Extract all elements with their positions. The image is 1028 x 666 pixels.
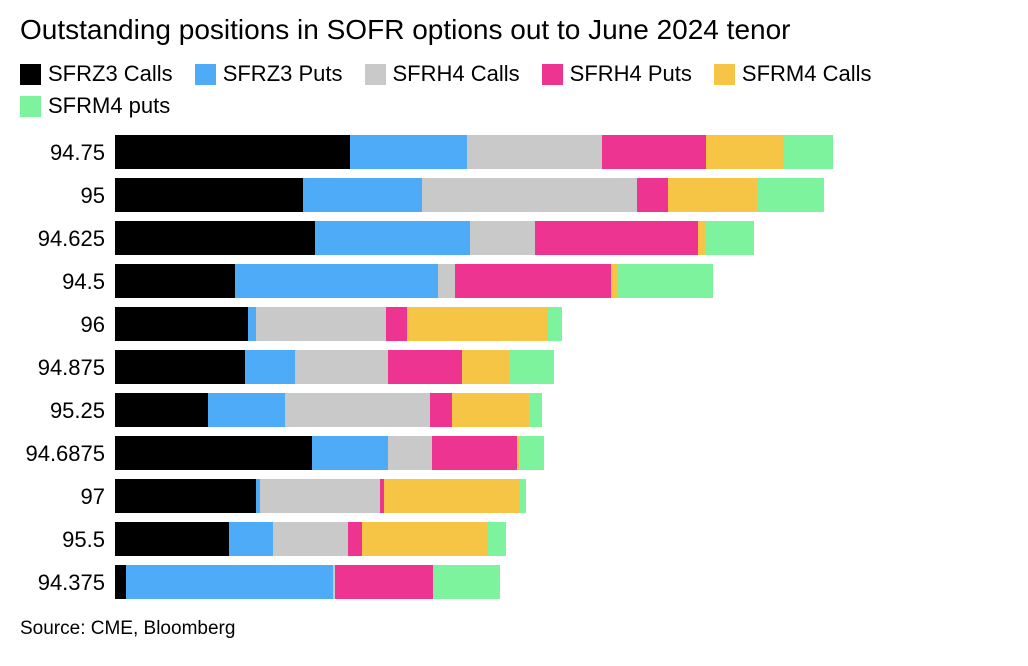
- bar-segment-94-75-sfrz3-puts: [350, 135, 467, 169]
- legend-swatch-sfrm4-calls: [713, 63, 735, 85]
- bar-segment-94-375-sfrz3-calls: [115, 565, 126, 599]
- bar-segment-94-75-sfrh4-calls: [467, 135, 602, 169]
- legend-item-sfrz3-calls: SFRZ3 Calls: [20, 58, 173, 90]
- bar-segment-95-5-sfrm4-calls: [362, 522, 487, 556]
- y-tick-label-94-5: 94.5: [62, 269, 105, 294]
- bar-segment-97-sfrh4-calls: [260, 479, 380, 513]
- bar-segment-95-5-sfrm4-puts: [487, 522, 506, 556]
- y-tick-label-94-6875: 94.6875: [25, 441, 105, 466]
- legend: SFRZ3 Calls SFRZ3 Puts SFRH4 Calls SFRH4…: [20, 58, 1010, 122]
- bar-segment-94-875-sfrm4-calls: [462, 350, 509, 384]
- bar-segment-94-75-sfrz3-calls: [115, 135, 350, 169]
- bar-segment-94-75-sfrm4-calls: [706, 135, 783, 169]
- bar-segment-94-6875-sfrz3-puts: [312, 436, 388, 470]
- bar-segment-94-875-sfrz3-puts: [245, 350, 295, 384]
- bar-segment-94-75-sfrh4-puts: [602, 135, 706, 169]
- bar-segment-94-375-sfrm4-puts: [433, 565, 500, 599]
- bar-segment-97-sfrz3-calls: [115, 479, 256, 513]
- bar-segment-94-6875-sfrh4-calls: [388, 436, 432, 470]
- legend-label-sfrh4-calls: SFRH4 Calls: [392, 61, 520, 86]
- legend-label-sfrm4-puts: SFRM4 puts: [48, 93, 171, 118]
- legend-label-sfrh4-puts: SFRH4 Puts: [569, 61, 692, 86]
- y-tick-label-95-5: 95.5: [62, 527, 105, 552]
- bar-segment-95-sfrm4-puts: [758, 178, 824, 212]
- bar-segment-94-6875-sfrm4-puts: [519, 436, 544, 470]
- bar-segment-96-sfrh4-puts: [386, 307, 407, 341]
- bar-segment-94-875-sfrm4-puts: [509, 350, 554, 384]
- legend-item-sfrz3-puts: SFRZ3 Puts: [194, 58, 343, 90]
- bar-segment-94-5-sfrh4-calls: [438, 264, 455, 298]
- bar-segment-95-sfrz3-calls: [115, 178, 303, 212]
- stacked-bar-chart: 94.75 95 94.625 94.5 96 94.875 95.25 94.6875 97 9…: [25, 135, 833, 599]
- bar-segment-95-sfrh4-calls: [422, 178, 637, 212]
- bar-segment-94-625-sfrz3-calls: [115, 221, 315, 255]
- bar-segment-95-25-sfrz3-puts: [208, 393, 285, 427]
- bar-segment-94-5-sfrz3-puts: [235, 264, 438, 298]
- bar-segment-94-625-sfrm4-calls: [698, 221, 705, 255]
- bar-segment-94-375-sfrz3-puts: [126, 565, 333, 599]
- chart-title: Outstanding positions in SOFR options ou…: [20, 14, 791, 45]
- bar-segment-94-625-sfrm4-puts: [705, 221, 754, 255]
- bar-segment-94-875-sfrh4-puts: [388, 350, 462, 384]
- source-note: Source: CME, Bloomberg: [20, 618, 236, 639]
- legend-swatch-sfrh4-puts: [541, 63, 563, 85]
- bar-segment-97-sfrh4-puts: [380, 479, 384, 513]
- bar-segment-95-5-sfrh4-calls: [273, 522, 348, 556]
- bar-segment-95-sfrh4-puts: [637, 178, 668, 212]
- bar-segment-94-375-sfrh4-calls: [333, 565, 335, 599]
- bar-segment-94-5-sfrz3-calls: [115, 264, 235, 298]
- y-tick-label-96: 96: [81, 312, 105, 337]
- bar-segment-95-25-sfrm4-calls: [452, 393, 529, 427]
- legend-item-sfrh4-puts: SFRH4 Puts: [541, 58, 692, 90]
- bar-segment-96-sfrm4-puts: [548, 307, 562, 341]
- bar-segment-94-6875-sfrz3-calls: [115, 436, 312, 470]
- bar-segment-95-5-sfrh4-puts: [348, 522, 362, 556]
- y-tick-label-95: 95: [81, 183, 105, 208]
- y-tick-label-94-625: 94.625: [38, 226, 105, 251]
- y-tick-label-94-75: 94.75: [50, 140, 105, 165]
- legend-swatch-sfrz3-puts: [194, 63, 216, 85]
- y-tick-label-94-375: 94.375: [38, 570, 105, 595]
- legend-item-sfrm4-puts: SFRM4 puts: [20, 90, 170, 122]
- bar-segment-95-25-sfrh4-puts: [430, 393, 452, 427]
- bar-segment-94-625-sfrh4-calls: [470, 221, 535, 255]
- bar-segment-94-625-sfrz3-puts: [315, 221, 470, 255]
- bar-segment-94-6875-sfrh4-puts: [432, 436, 517, 470]
- bar-segment-94-5-sfrm4-puts: [617, 264, 713, 298]
- bar-segment-94-5-sfrm4-calls: [611, 264, 617, 298]
- bar-segment-96-sfrm4-calls: [407, 307, 548, 341]
- legend-label-sfrz3-puts: SFRZ3 Puts: [222, 61, 343, 86]
- bar-segment-94-6875-sfrm4-calls: [517, 436, 519, 470]
- bar-segment-95-25-sfrz3-calls: [115, 393, 208, 427]
- legend-item-sfrm4-calls: SFRM4 Calls: [713, 58, 872, 90]
- bar-segment-95-25-sfrh4-calls: [285, 393, 430, 427]
- bar-segment-95-sfrm4-calls: [668, 178, 758, 212]
- bar-segment-95-5-sfrz3-puts: [229, 522, 273, 556]
- y-tick-label-97: 97: [81, 484, 105, 509]
- bar-segment-97-sfrm4-puts: [520, 479, 526, 513]
- bar-segment-94-75-sfrm4-puts: [783, 135, 833, 169]
- bar-segment-95-sfrz3-puts: [303, 178, 422, 212]
- legend-label-sfrm4-calls: SFRM4 Calls: [741, 61, 872, 86]
- legend-label-sfrz3-calls: SFRZ3 Calls: [48, 61, 173, 86]
- bar-segment-95-5-sfrz3-calls: [115, 522, 229, 556]
- legend-swatch-sfrm4-puts: [20, 95, 41, 117]
- legend-swatch-sfrz3-calls: [20, 63, 41, 85]
- bar-segment-97-sfrz3-puts: [256, 479, 260, 513]
- bar-segment-94-375-sfrh4-puts: [335, 565, 433, 599]
- bar-segment-95-25-sfrm4-puts: [529, 393, 542, 427]
- bar-segment-94-875-sfrh4-calls: [295, 350, 388, 384]
- bar-segment-94-5-sfrh4-puts: [455, 264, 611, 298]
- bar-segment-94-625-sfrh4-puts: [535, 221, 698, 255]
- legend-item-sfrh4-calls: SFRH4 Calls: [364, 58, 520, 90]
- y-tick-label-95-25: 95.25: [50, 398, 105, 423]
- bar-segment-96-sfrz3-puts: [248, 307, 256, 341]
- bar-segment-97-sfrm4-calls: [384, 479, 520, 513]
- bar-segment-96-sfrz3-calls: [115, 307, 248, 341]
- y-tick-label-94-875: 94.875: [38, 355, 105, 380]
- bar-segment-94-875-sfrz3-calls: [115, 350, 245, 384]
- legend-swatch-sfrh4-calls: [364, 63, 386, 85]
- bar-segment-96-sfrh4-calls: [256, 307, 386, 341]
